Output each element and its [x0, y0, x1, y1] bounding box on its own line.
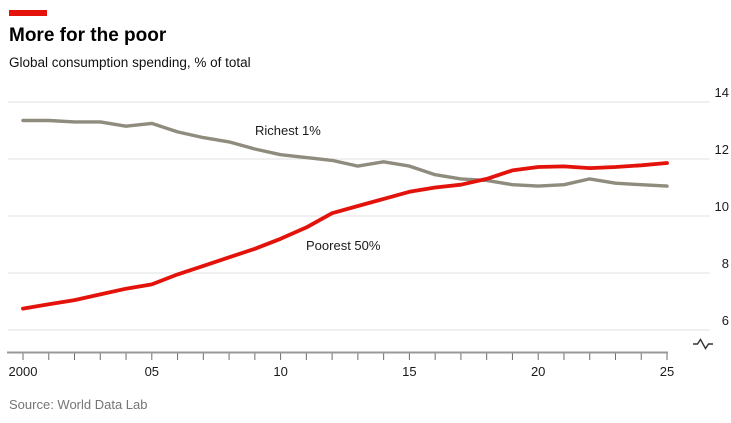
- chart-title: More for the poor: [9, 25, 167, 46]
- x-axis: [7, 351, 668, 360]
- svg-text:10: 10: [715, 199, 729, 214]
- x-axis-tick-labels: 2000 05 10 15 20 25: [9, 364, 675, 379]
- svg-text:15: 15: [402, 364, 416, 379]
- y-axis-tick-labels: 6 8 10 12 14: [715, 85, 729, 328]
- poorest-50pct-line: [21, 161, 669, 311]
- svg-text:8: 8: [722, 256, 729, 271]
- y-axis-break-icon: [693, 338, 713, 350]
- richest-1pct-line: [21, 118, 669, 188]
- svg-text:6: 6: [722, 313, 729, 328]
- svg-text:05: 05: [145, 364, 159, 379]
- svg-text:12: 12: [715, 142, 729, 157]
- svg-text:25: 25: [660, 364, 674, 379]
- svg-text:14: 14: [715, 85, 729, 100]
- svg-text:20: 20: [531, 364, 545, 379]
- gridlines: [8, 101, 710, 331]
- accent-bar: [9, 10, 47, 16]
- series-label-poorest-50pct: Poorest 50%: [306, 238, 381, 253]
- chart-subtitle: Global consumption spending, % of total: [9, 55, 251, 70]
- svg-text:2000: 2000: [9, 364, 38, 379]
- series-label-richest-1pct: Richest 1%: [255, 123, 321, 138]
- svg-text:10: 10: [273, 364, 287, 379]
- source-note: Source: World Data Lab: [9, 397, 148, 412]
